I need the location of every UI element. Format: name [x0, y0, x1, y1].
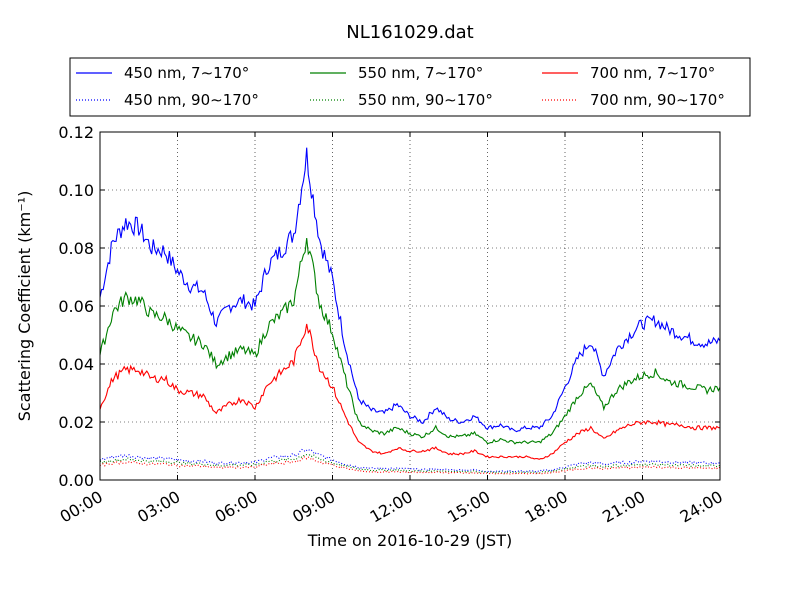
- y-tick-label: 0.02: [58, 413, 94, 432]
- x-tick-label: 06:00: [212, 487, 261, 527]
- x-tick-label: 24:00: [677, 487, 726, 527]
- x-tick-label: 21:00: [599, 487, 648, 527]
- legend-label: 550 nm, 90∼170°: [358, 91, 493, 109]
- legend-label: 700 nm, 7∼170°: [590, 64, 715, 82]
- grid: [100, 132, 720, 480]
- legend: 450 nm, 7∼170° 550 nm, 7∼170° 700 nm, 7∼17…: [69, 57, 751, 117]
- y-tick-label: 0.00: [58, 471, 94, 490]
- series-line: [99, 237, 721, 445]
- series-line: [99, 323, 721, 460]
- series-line: [99, 448, 721, 473]
- y-axis-label: Scattering Coefficient (km⁻¹): [15, 191, 34, 422]
- x-tick-label: 15:00: [444, 487, 493, 527]
- series-line: [99, 147, 721, 433]
- x-tick-label: 03:00: [134, 487, 183, 527]
- x-tick-label: 00:00: [57, 487, 106, 527]
- legend-label: 700 nm, 90∼170°: [590, 91, 725, 109]
- y-tick-label: 0.06: [58, 297, 94, 316]
- chart-title: NL161029.dat: [346, 22, 473, 43]
- x-axis: 00:00 03:00 06:00 09:00 12:00 15:00 18:00 21:00…: [57, 132, 726, 527]
- series-line: [99, 456, 721, 475]
- y-tick-label: 0.12: [58, 123, 94, 142]
- series-line: [100, 454, 721, 474]
- x-tick-label: 09:00: [289, 487, 338, 527]
- legend-label: 550 nm, 7∼170°: [358, 64, 483, 82]
- x-tick-label: 12:00: [367, 487, 416, 527]
- legend-label: 450 nm, 90∼170°: [124, 91, 259, 109]
- y-axis: 0.00 0.02 0.04 0.06 0.08 0.10 0.12: [58, 123, 720, 490]
- y-tick-label: 0.08: [58, 239, 94, 258]
- series-layer: [99, 147, 721, 475]
- y-tick-label: 0.10: [58, 181, 94, 200]
- x-axis-label: Time on 2016-10-29 (JST): [307, 531, 512, 550]
- y-tick-label: 0.04: [58, 355, 94, 374]
- x-tick-label: 18:00: [522, 487, 571, 527]
- legend-label: 450 nm, 7∼170°: [124, 64, 249, 82]
- legend-box: [69, 57, 751, 117]
